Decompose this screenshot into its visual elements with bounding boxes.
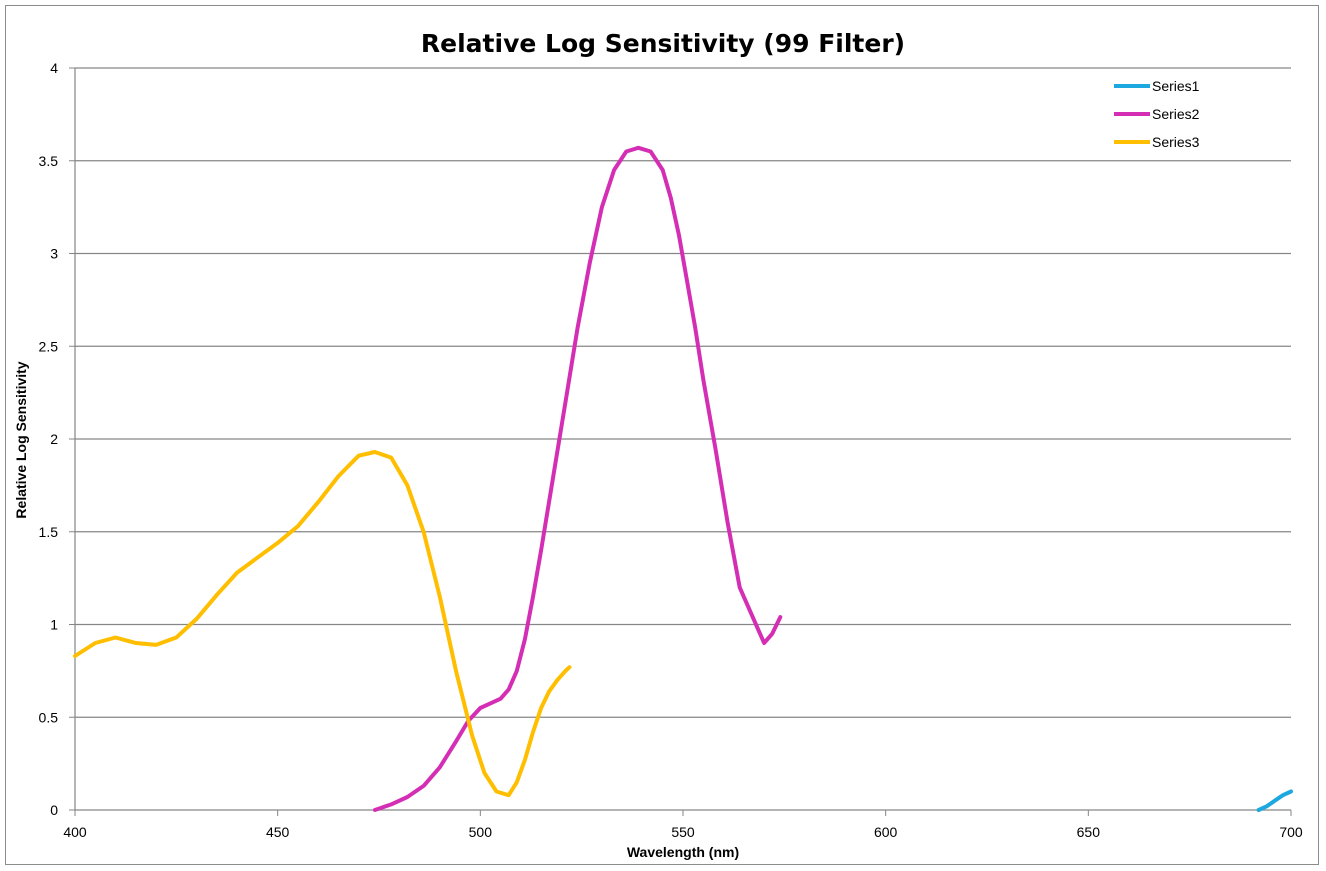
x-tick-label: 550 — [671, 824, 695, 840]
series-line-series1 — [1256, 789, 1293, 812]
y-axis-title: Relative Log Sensitivity — [13, 361, 29, 518]
x-tick-label: 650 — [1077, 824, 1101, 840]
series-line-series3 — [73, 450, 572, 798]
y-axis-ticks: 0 0.5 1 1.5 2 2.5 3 3.5 4 — [39, 60, 75, 818]
legend-label: Series1 — [1152, 78, 1200, 94]
series-line-series2 — [372, 145, 783, 812]
legend-label: Series3 — [1152, 134, 1200, 150]
y-tick-label: 1 — [50, 617, 58, 633]
y-tick-label: 2.5 — [39, 338, 59, 354]
legend: Series1 Series2 Series3 — [1114, 78, 1200, 150]
y-tick-label: 3 — [50, 246, 58, 262]
legend-label: Series2 — [1152, 106, 1200, 122]
y-tick-label: 4 — [50, 60, 58, 76]
x-tick-label: 450 — [266, 824, 290, 840]
gridlines — [75, 67, 1291, 718]
x-tick-label: 500 — [469, 824, 493, 840]
y-tick-label: 0.5 — [39, 709, 59, 725]
x-tick-label: 600 — [874, 824, 898, 840]
chart-title: Relative Log Sensitivity (99 Filter) — [421, 29, 905, 58]
y-tick-label: 1.5 — [39, 524, 59, 540]
chart-area — [5, 5, 1319, 865]
x-tick-label: 700 — [1279, 824, 1303, 840]
y-tick-label: 3.5 — [39, 153, 59, 169]
x-axis-ticks: 400 450 500 550 600 650 700 — [63, 810, 1303, 840]
x-axis-title: Wavelength (nm) — [627, 844, 739, 860]
y-tick-label: 2 — [50, 431, 58, 447]
x-tick-label: 400 — [63, 824, 87, 840]
series-lines — [73, 145, 1293, 812]
y-tick-label: 0 — [50, 802, 58, 818]
